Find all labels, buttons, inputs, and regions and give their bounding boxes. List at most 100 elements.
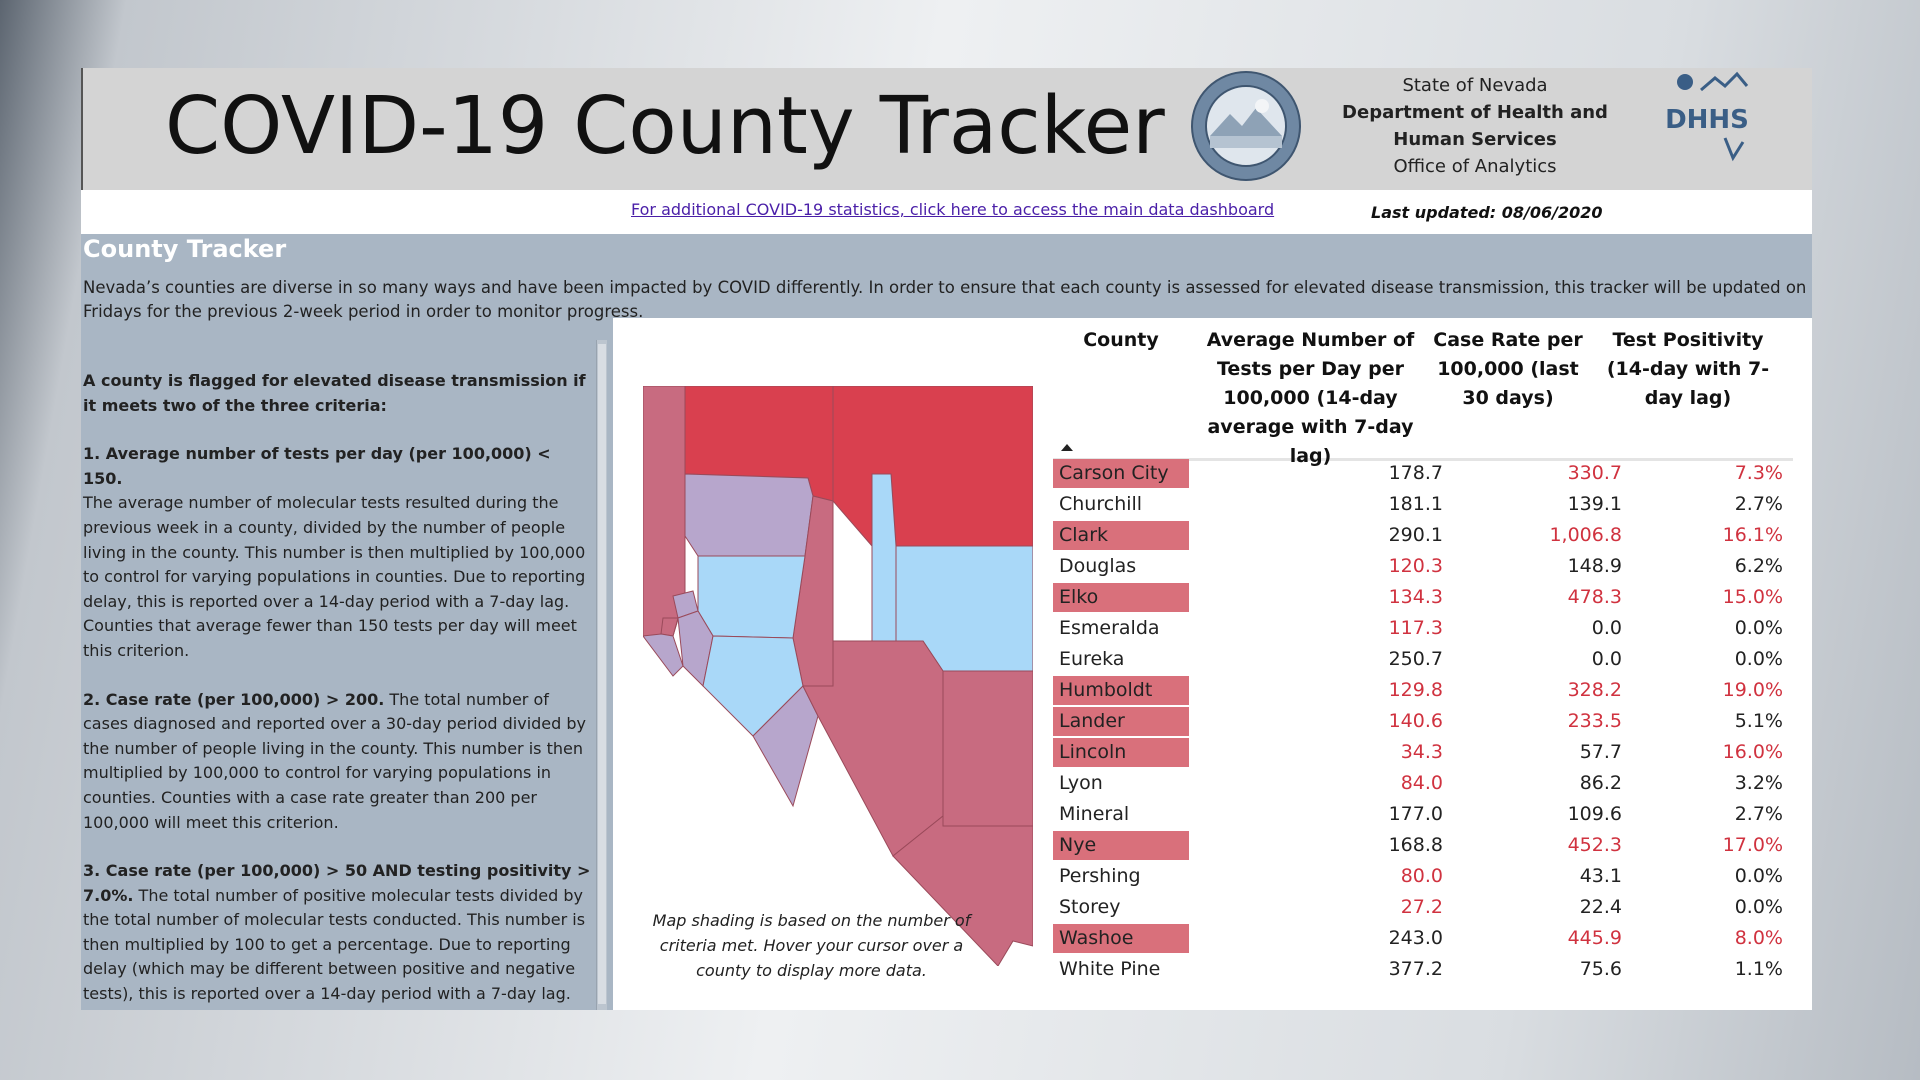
sort-ascending-icon[interactable] (1061, 444, 1073, 451)
positivity-value: 8.0% (1734, 927, 1783, 949)
header-county[interactable]: County (1083, 329, 1159, 351)
map-note: Map shading is based on the number of cr… (652, 911, 971, 980)
table-row[interactable]: Douglas 120.3 148.9 6.2% (1053, 551, 1793, 582)
case-rate-value: 328.2 (1567, 679, 1622, 701)
map-county-clark[interactable] (892, 814, 1033, 966)
table-row[interactable]: Mineral 177.0 109.6 2.7% (1053, 799, 1793, 830)
table-row[interactable]: Nye 168.8 452.3 17.0% (1053, 830, 1793, 861)
case-rate-value: 452.3 (1567, 834, 1622, 856)
table-row[interactable]: Carson City 178.7 330.7 7.3% (1053, 458, 1793, 489)
tests-value: 140.6 (1388, 710, 1443, 732)
criterion-2-title: 2. Case rate (per 100,000) > 200. (83, 689, 385, 709)
positivity-value: 15.0% (1722, 586, 1783, 608)
table-row[interactable]: Lyon 84.0 86.2 3.2% (1053, 768, 1793, 799)
table-row[interactable]: Clark 290.1 1,006.8 16.1% (1053, 520, 1793, 551)
table-row[interactable]: Churchill 181.1 139.1 2.7% (1053, 489, 1793, 520)
agency-department-line2: Human Services (1393, 129, 1557, 150)
county-name: Lander (1053, 707, 1189, 736)
county-name: Eureka (1059, 648, 1125, 670)
case-rate-value: 57.7 (1579, 741, 1622, 763)
nevada-state-seal-icon (1191, 71, 1301, 181)
tests-value: 377.2 (1388, 958, 1443, 980)
table-row[interactable]: Pershing 80.0 43.1 0.0% (1053, 861, 1793, 892)
case-rate-value: 139.1 (1567, 493, 1622, 515)
case-rate-value: 86.2 (1579, 772, 1622, 794)
county-name: Lyon (1059, 772, 1103, 794)
dhhs-logo-icon: DHHS (1665, 71, 1749, 162)
positivity-value: 7.3% (1734, 462, 1783, 484)
table-row[interactable]: Elko 134.3 478.3 15.0% (1053, 582, 1793, 613)
county-name: Douglas (1059, 555, 1137, 577)
map-county-pershing[interactable] (684, 473, 814, 557)
map-county-carson-city[interactable] (660, 617, 679, 637)
criteria-scrollbar[interactable] (596, 340, 607, 1010)
table-row[interactable]: Washoe 243.0 445.9 8.0% (1053, 923, 1793, 954)
table-row[interactable]: Esmeralda 117.3 0.0 0.0% (1053, 613, 1793, 644)
case-rate-value: 330.7 (1567, 462, 1622, 484)
positivity-value: 16.1% (1722, 524, 1783, 546)
county-name: Nye (1053, 831, 1189, 860)
case-rate-value: 148.9 (1567, 555, 1622, 577)
table-row[interactable]: Storey 27.2 22.4 0.0% (1053, 892, 1793, 923)
header-positivity[interactable]: Test Positivity (14-day with 7-day lag) (1606, 329, 1770, 409)
tests-value: 243.0 (1388, 927, 1443, 949)
table-row[interactable]: Lander 140.6 233.5 5.1% (1053, 706, 1793, 737)
positivity-value: 17.0% (1722, 834, 1783, 856)
tests-value: 34.3 (1400, 741, 1443, 763)
case-rate-value: 22.4 (1579, 896, 1622, 918)
positivity-value: 2.7% (1734, 803, 1783, 825)
tests-value: 178.7 (1388, 462, 1443, 484)
county-name: Lincoln (1053, 738, 1189, 767)
header-tests[interactable]: Average Number of Tests per Day per 100,… (1206, 329, 1415, 467)
criterion-2-body: The total number of cases diagnosed and … (83, 689, 586, 832)
header-banner: COVID-19 County Tracker State of Nevada … (81, 68, 1812, 190)
criterion-1-title: 1. Average number of tests per day (per … (83, 444, 551, 488)
positivity-value: 19.0% (1722, 679, 1783, 701)
positivity-value: 0.0% (1734, 896, 1783, 918)
county-name: Elko (1053, 583, 1189, 612)
criterion-3-body: The total number of positive molecular t… (83, 885, 586, 1010)
county-name: White Pine (1059, 958, 1161, 980)
tests-value: 129.8 (1388, 679, 1443, 701)
tests-value: 168.8 (1388, 834, 1443, 856)
county-name: Churchill (1059, 493, 1143, 515)
map-county-douglas[interactable] (643, 633, 684, 677)
main-dashboard-link[interactable]: For additional COVID-19 statistics, clic… (631, 200, 1275, 219)
link-bar: For additional COVID-19 statistics, clic… (81, 190, 1812, 234)
tests-value: 134.3 (1388, 586, 1443, 608)
table-row[interactable]: Humboldt 129.8 328.2 19.0% (1053, 675, 1793, 706)
map-county-elko[interactable] (832, 386, 1033, 548)
table-header: County Average Number of Tests per Day p… (1053, 318, 1793, 467)
nevada-county-map (643, 386, 1033, 966)
agency-office: Office of Analytics (1393, 156, 1557, 177)
positivity-value: 3.2% (1734, 772, 1783, 794)
scrollbar-thumb[interactable] (598, 344, 606, 1004)
positivity-value: 5.1% (1734, 710, 1783, 732)
agency-state: State of Nevada (1402, 75, 1548, 96)
positivity-value: 0.0% (1734, 865, 1783, 887)
positivity-value: 0.0% (1734, 617, 1783, 639)
criterion-3-title: 3. Case rate (per 100,000) > 50 AND test… (83, 861, 591, 905)
case-rate-value: 445.9 (1567, 927, 1622, 949)
county-name: Pershing (1059, 865, 1141, 887)
dashboard-frame: COVID-19 County Tracker State of Nevada … (81, 68, 1812, 1010)
section-title: County Tracker (83, 235, 287, 263)
map-county-churchill[interactable] (697, 555, 806, 639)
map-county-lincoln[interactable] (942, 670, 1033, 827)
tests-value: 80.0 (1400, 865, 1443, 887)
case-rate-value: 0.0 (1591, 617, 1622, 639)
header-case-rate[interactable]: Case Rate per 100,000 (last 30 days) (1433, 329, 1583, 409)
county-name: Mineral (1059, 803, 1130, 825)
positivity-value: 0.0% (1734, 648, 1783, 670)
county-name: Humboldt (1053, 676, 1189, 705)
case-rate-value: 75.6 (1579, 958, 1622, 980)
tests-value: 177.0 (1388, 803, 1443, 825)
criterion-1-body: The average number of molecular tests re… (83, 493, 586, 660)
county-name: Storey (1059, 896, 1121, 918)
map-county-eureka[interactable] (871, 473, 897, 642)
positivity-value: 16.0% (1722, 741, 1783, 763)
table-row[interactable]: Lincoln 34.3 57.7 16.0% (1053, 737, 1793, 768)
table-row[interactable]: Eureka 250.7 0.0 0.0% (1053, 644, 1793, 675)
table-row[interactable]: White Pine 377.2 75.6 1.1% (1053, 954, 1793, 985)
county-table: County Average Number of Tests per Day p… (1053, 318, 1793, 980)
